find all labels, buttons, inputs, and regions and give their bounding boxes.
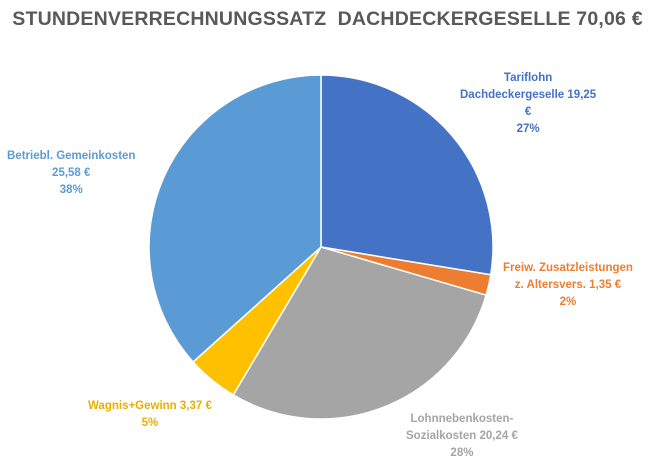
slice-name-line: Lohnnebenkosten- [410,413,514,425]
slice-name-line: 25,58 € [52,167,91,179]
slice-name-line: z. Altersvers. 1,35 € [514,279,622,291]
pie-slice-1 [320,74,494,276]
pie-slice-5 [148,74,322,364]
slice-name-line: Sozialkosten 20,24 € [406,430,518,442]
slice-label-1: Tariflohn Dachdeckergeselle 19,25 €27% [460,70,596,138]
slice-percent: 5% [141,417,159,429]
chart-title: STUNDENVERRECHNUNGSSATZ DACHDECKERGESELL… [12,8,643,30]
slice-label-4: Wagnis+Gewinn 3,37 € 5% [88,398,212,432]
slice-percent: 28% [450,447,474,459]
pie-slice-3 [232,246,488,420]
slice-name-line: Betriebl. Gemeinkosten [7,150,136,162]
slice-name-line: Tariflohn [503,72,553,84]
slice-name-line: € [524,106,532,118]
slice-percent: 38% [59,184,83,196]
slice-label-5: Betriebl. Gemeinkosten 25,58 € 38% [7,148,135,199]
slice-label-3: Lohnnebenkosten- Sozialkosten 20,24 € 28% [406,411,518,462]
slice-name-line: Dachdeckergeselle 19,25 [460,89,597,101]
slice-percent: 2% [559,296,577,308]
slice-percent: 27% [516,123,540,135]
slice-name-line: Wagnis+Gewinn 3,37 € [88,400,212,412]
slice-label-2: Freiw. Zusatzleistungen z. Altersvers. 1,… [503,260,633,311]
slice-name-line: Freiw. Zusatzleistungen [503,262,633,274]
